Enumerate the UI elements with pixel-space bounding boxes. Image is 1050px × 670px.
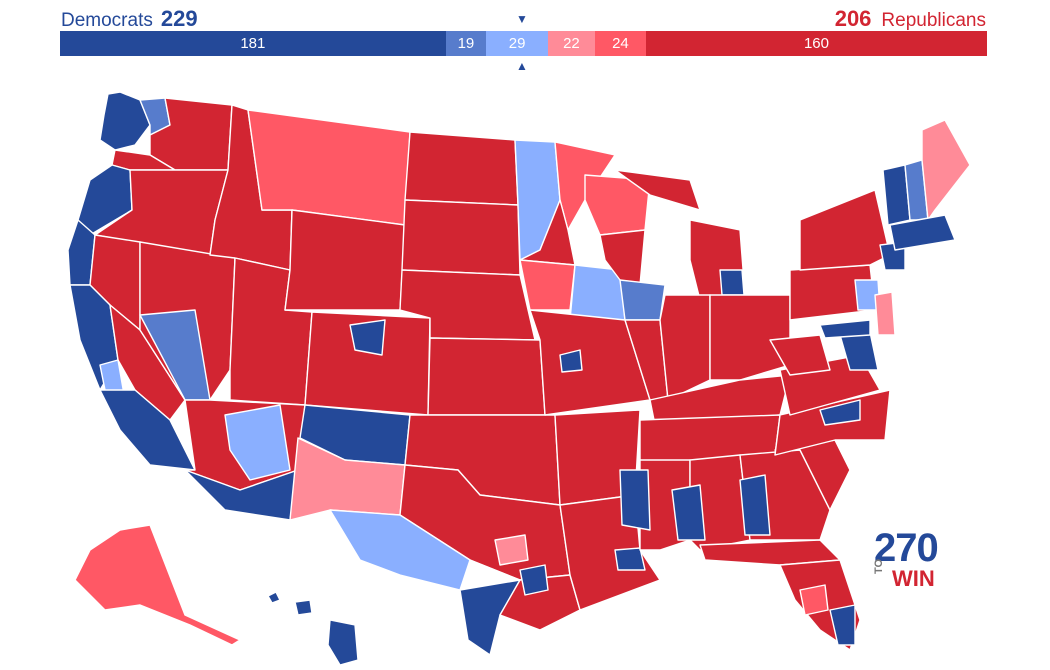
tally-segment: 160: [646, 31, 987, 56]
district-hi-oahu[interactable]: [267, 591, 281, 604]
district-tx-houston[interactable]: [519, 564, 549, 596]
tally-segment: 29: [486, 31, 548, 56]
district-mo-kc[interactable]: [559, 349, 583, 373]
district-sd[interactable]: [401, 199, 521, 276]
district-fl-lean[interactable]: [799, 584, 829, 616]
district-mi-detroit[interactable]: [719, 269, 745, 296]
district-ak[interactable]: [74, 524, 241, 646]
district-wa-west[interactable]: [99, 91, 151, 151]
district-az-phoenix[interactable]: [224, 404, 291, 481]
district-nc-east[interactable]: [819, 399, 861, 426]
district-nd[interactable]: [404, 131, 519, 206]
district-md[interactable]: [819, 319, 871, 339]
district-ma[interactable]: [889, 214, 956, 251]
republicans-total: 206: [834, 6, 872, 31]
republicans-label: 206 Republicans: [835, 6, 986, 32]
logo-number: 270: [874, 526, 939, 570]
logo-to: TO: [873, 558, 885, 574]
district-ks[interactable]: [427, 337, 546, 416]
democrats-label: Democrats 229: [61, 6, 198, 32]
tally-segment: 24: [594, 31, 646, 56]
district-ga-atl[interactable]: [739, 474, 771, 536]
district-tx-south[interactable]: [459, 579, 521, 656]
us-house-district-map: [67, 91, 971, 666]
republicans-name: Republicans: [881, 10, 986, 31]
democrats-total: 229: [160, 6, 198, 31]
logo-win: WIN: [892, 566, 935, 591]
district-nj[interactable]: [874, 291, 896, 336]
district-co-denver[interactable]: [349, 319, 386, 356]
district-ny[interactable]: [799, 189, 891, 271]
district-me[interactable]: [921, 119, 971, 221]
majority-marker-top-icon: ▼: [516, 12, 528, 26]
district-wv[interactable]: [769, 334, 831, 376]
district-mo[interactable]: [529, 309, 651, 416]
district-mi-up[interactable]: [614, 169, 701, 211]
district-in[interactable]: [659, 294, 711, 401]
tally-segment: 19: [445, 31, 487, 56]
tally-segment: 181: [60, 31, 446, 56]
seat-tally-bar: 181 19 29 22 24 160: [60, 31, 987, 56]
tally-segment: 22: [547, 31, 595, 56]
header: Democrats 229 206 Republicans ▼: [0, 0, 1050, 32]
district-ia-west[interactable]: [519, 259, 576, 311]
district-oh[interactable]: [709, 294, 791, 381]
district-tx-lean[interactable]: [494, 534, 529, 566]
district-il-chi[interactable]: [619, 279, 666, 321]
270towin-logo[interactable]: 270 TO WIN: [870, 528, 950, 594]
district-wy[interactable]: [284, 209, 406, 311]
democrats-name: Democrats: [61, 10, 153, 31]
district-al-bham[interactable]: [671, 484, 706, 541]
district-ms-delta[interactable]: [619, 469, 651, 531]
majority-marker-bottom-icon: ▲: [516, 59, 528, 73]
district-hi-big[interactable]: [327, 619, 359, 666]
district-hi-maui[interactable]: [294, 599, 313, 616]
district-fl-south[interactable]: [829, 604, 856, 646]
district-mt[interactable]: [247, 109, 411, 226]
district-la-no[interactable]: [614, 547, 646, 571]
